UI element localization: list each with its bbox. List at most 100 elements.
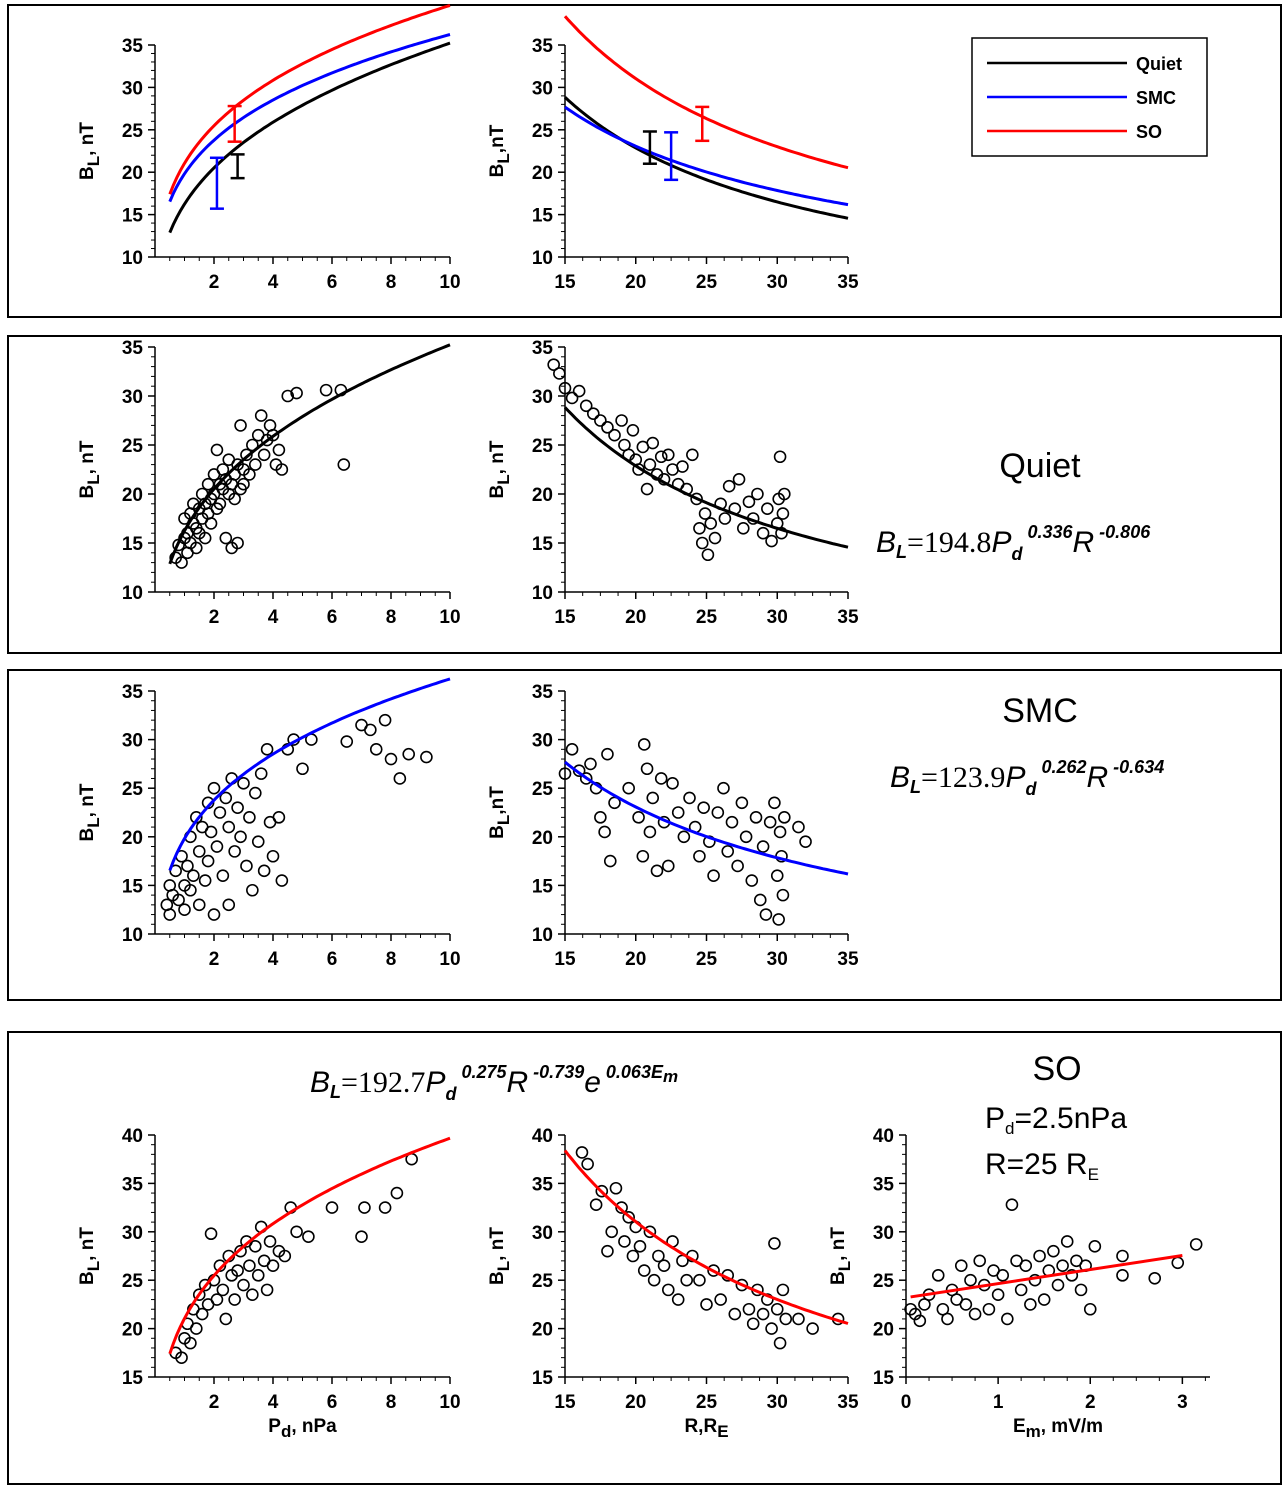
data-point xyxy=(605,1225,618,1239)
data-point xyxy=(772,913,785,926)
y-axis-label: BL, nT xyxy=(77,440,103,498)
data-point xyxy=(799,835,812,848)
y-tick-label: 15 xyxy=(873,1368,895,1389)
y-axis-label: BL,nT xyxy=(487,786,513,839)
data-point xyxy=(773,1336,787,1350)
data-point xyxy=(647,1273,661,1287)
y-tick-label: 35 xyxy=(122,682,144,703)
data-point xyxy=(210,840,224,853)
data-point xyxy=(626,423,640,437)
data-point xyxy=(237,1278,250,1292)
data-point xyxy=(615,1201,628,1214)
data-point xyxy=(234,1244,247,1258)
data-point xyxy=(739,830,753,844)
data-point xyxy=(595,1184,609,1198)
x-tick-label: 15 xyxy=(554,1392,576,1413)
data-point xyxy=(355,1230,368,1243)
x-tick-label: 4 xyxy=(268,272,279,293)
data-point xyxy=(234,419,247,432)
data-point xyxy=(260,1283,274,1297)
data-point xyxy=(718,512,732,525)
data-point xyxy=(234,830,247,844)
y-tick-label: 25 xyxy=(122,121,144,142)
data-point xyxy=(302,1230,315,1243)
data-point xyxy=(763,815,777,829)
data-point xyxy=(615,414,628,427)
fit-line xyxy=(910,1254,1183,1299)
data-point xyxy=(272,443,286,457)
data-point xyxy=(1005,1198,1019,1211)
data-point xyxy=(654,772,668,785)
data-point xyxy=(732,472,746,486)
data-point xyxy=(1074,1283,1088,1297)
data-point xyxy=(178,903,191,917)
data-point xyxy=(745,874,759,887)
data-point xyxy=(260,743,274,756)
data-point xyxy=(190,1322,203,1335)
panel-label-quiet: Quiet xyxy=(999,447,1081,485)
data-point xyxy=(198,874,212,887)
data-point xyxy=(296,762,309,776)
x-tick-label: 20 xyxy=(625,1392,646,1413)
data-point xyxy=(210,1293,224,1306)
data-point xyxy=(671,806,685,819)
x-tick-label: 10 xyxy=(439,1392,460,1413)
data-point xyxy=(1116,1269,1129,1282)
data-point xyxy=(222,898,236,912)
data-point xyxy=(693,1273,706,1287)
data-point xyxy=(742,495,756,509)
data-point xyxy=(390,1186,404,1200)
x-tick-label: 3 xyxy=(1177,1392,1188,1413)
x-tick-label: 6 xyxy=(327,949,338,970)
data-point xyxy=(198,531,212,545)
plot-p1a: 10 15 20 25 30 35 2 4 6 8 10 BL, nT xyxy=(77,3,461,293)
x-tick-label: 20 xyxy=(625,949,646,970)
data-point xyxy=(973,1254,986,1268)
y-tick-label: 25 xyxy=(532,436,554,457)
x-tick-label: 8 xyxy=(386,1392,397,1413)
data-point xyxy=(266,428,280,442)
y-tick-label: 35 xyxy=(532,682,554,703)
data-point xyxy=(553,367,566,380)
data-point xyxy=(266,1259,280,1272)
data-point xyxy=(369,743,383,756)
so-note-1: Pd=2.5nPa xyxy=(985,1102,1127,1138)
data-point xyxy=(190,541,203,555)
x-tick-label: 8 xyxy=(386,272,397,293)
series-line-smc xyxy=(168,33,451,203)
data-point xyxy=(756,1307,770,1321)
data-point xyxy=(184,1336,197,1350)
data-point xyxy=(598,825,611,839)
data-point xyxy=(290,386,303,400)
x-tick-label: 4 xyxy=(268,949,279,970)
y-tick-label: 15 xyxy=(532,1368,554,1389)
data-point xyxy=(228,845,241,858)
data-point xyxy=(633,1240,647,1253)
data-point xyxy=(547,358,560,371)
data-point xyxy=(243,811,256,824)
x-tick-label: 4 xyxy=(268,607,279,628)
x-tick-label: 10 xyxy=(439,272,460,293)
data-point xyxy=(589,1198,603,1211)
data-point xyxy=(779,1312,793,1326)
fit-line xyxy=(563,1149,849,1325)
data-point xyxy=(776,888,790,902)
data-point xyxy=(266,849,280,863)
data-point xyxy=(281,389,295,403)
data-point xyxy=(931,1269,945,1282)
data-point xyxy=(770,1302,784,1316)
data-point xyxy=(579,399,593,413)
data-point xyxy=(676,460,689,473)
y-tick-label: 10 xyxy=(122,583,143,604)
data-point xyxy=(1051,1278,1065,1292)
data-point xyxy=(683,791,696,805)
data-point xyxy=(749,811,763,824)
data-point xyxy=(717,781,730,795)
y-tick-label: 20 xyxy=(873,1320,894,1341)
data-point xyxy=(219,1312,233,1326)
data-point xyxy=(275,463,289,476)
plot-p4c: 15 20 25 30 35 40 0 1 2 3 BL, nT Em, mV/m xyxy=(828,1126,1210,1441)
data-point xyxy=(393,772,407,785)
